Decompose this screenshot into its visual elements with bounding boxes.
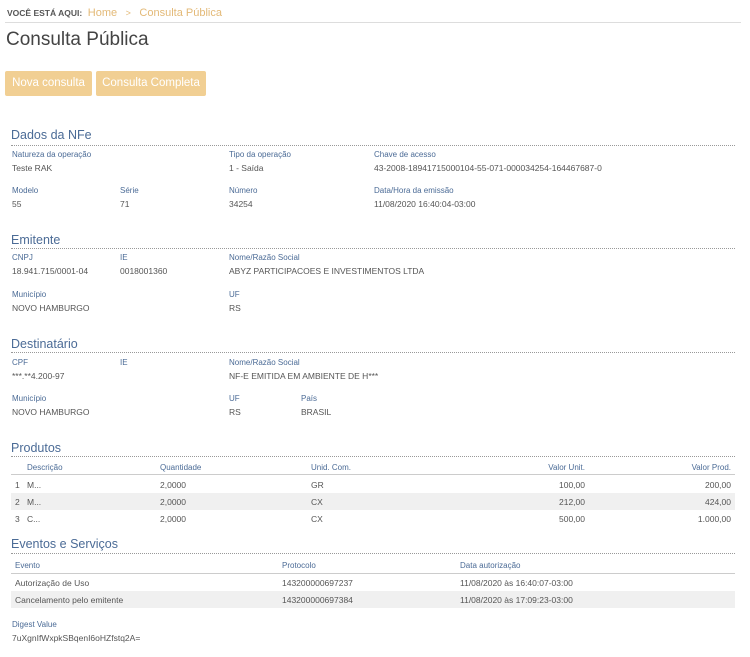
field-label: UF <box>229 290 240 299</box>
nova-consulta-button[interactable]: Nova consulta <box>5 71 92 96</box>
field-label: IE <box>120 253 128 262</box>
field-value: ABYZ PARTICIPACOES E INVESTIMENTOS LTDA <box>229 266 425 276</box>
field-label: IE <box>120 358 128 367</box>
field-label: Número <box>229 186 258 195</box>
field-value: NOVO HAMBURGO <box>12 303 90 313</box>
breadcrumb-separator: > <box>125 8 131 18</box>
field-label: Natureza da operação <box>12 150 92 159</box>
divider <box>11 145 735 146</box>
cell-valor-prod: 200,00 <box>705 480 731 490</box>
section-heading-produtos: Produtos <box>11 441 62 455</box>
cell-protocolo: 143200000697237 <box>282 578 353 588</box>
field-value: 43-2008-18941715000104-55-071-000034254-… <box>374 163 602 173</box>
column-header: Descrição <box>27 463 63 472</box>
field-label: CNPJ <box>12 253 33 262</box>
cell-unidade: CX <box>311 514 323 524</box>
divider <box>11 352 735 353</box>
digest-value: 7uXgnIfWxpkSBqenI6oHZfstq2A= <box>12 633 141 643</box>
section-heading-emitente: Emitente <box>11 233 61 247</box>
field-label: Data/Hora da emissão <box>374 186 454 195</box>
column-header: Data autorização <box>460 561 521 570</box>
cell-evento: Cancelamento pelo emitente <box>15 595 124 605</box>
field-label: País <box>301 394 318 403</box>
cell-quantidade: 2,0000 <box>160 514 186 524</box>
field-label: Série <box>120 186 139 195</box>
section-heading-destinatario: Destinatário <box>11 337 78 351</box>
cell-descricao: C... <box>27 514 41 524</box>
column-header: Quantidade <box>160 463 202 472</box>
field-value: 11/08/2020 16:40:04-03:00 <box>374 199 476 209</box>
field-value: NF-E EMITIDA EM AMBIENTE DE H*** <box>229 371 379 381</box>
divider <box>11 573 735 574</box>
field-value: ***.**4.200-97 <box>12 371 65 381</box>
table-row: 2 M... 2,0000 CX 212,00 424,00 <box>11 493 735 510</box>
field-value: 18.941.715/0001-04 <box>12 266 89 276</box>
field-value: RS <box>229 303 241 313</box>
cell-data: 11/08/2020 às 16:40:07-03:00 <box>460 578 573 588</box>
cell-descricao: M... <box>27 480 42 490</box>
table-row: Cancelamento pelo emitente 1432000006973… <box>11 591 735 608</box>
cell-valor-unit: 100,00 <box>559 480 585 490</box>
breadcrumb: VOCÊ ESTÁ AQUI: Home > Consulta Pública <box>7 7 222 19</box>
table-row: Autorização de Uso 143200000697237 11/08… <box>11 574 735 591</box>
divider <box>11 474 735 475</box>
field-label: CPF <box>12 358 28 367</box>
breadcrumb-label: VOCÊ ESTÁ AQUI: <box>7 8 83 18</box>
column-header: Unid. Com. <box>311 463 352 472</box>
field-label: Modelo <box>12 186 39 195</box>
cell-descricao: M... <box>27 497 42 507</box>
row-number: 3 <box>15 514 20 524</box>
divider <box>11 553 735 554</box>
cell-quantidade: 2,0000 <box>160 480 186 490</box>
column-header: Evento <box>15 561 40 570</box>
cell-quantidade: 2,0000 <box>160 497 186 507</box>
field-label: Nome/Razão Social <box>229 358 300 367</box>
divider <box>11 456 735 457</box>
breadcrumb-current: Consulta Pública <box>139 7 222 19</box>
field-value: 1 - Saída <box>229 163 264 173</box>
field-value: 71 <box>120 199 130 209</box>
cell-protocolo: 143200000697384 <box>282 595 353 605</box>
row-number: 1 <box>15 480 20 490</box>
cell-valor-prod: 1.000,00 <box>697 514 731 524</box>
section-heading-dados: Dados da NFe <box>11 128 92 142</box>
divider <box>5 22 741 23</box>
field-label: Tipo da operação <box>229 150 291 159</box>
field-label: Município <box>12 394 47 403</box>
divider <box>11 248 735 249</box>
cell-data: 11/08/2020 às 17:09:23-03:00 <box>460 595 573 605</box>
digest-label: Digest Value <box>12 620 57 629</box>
cell-valor-unit: 212,00 <box>559 497 585 507</box>
column-header: Valor Prod. <box>691 463 731 472</box>
cell-valor-unit: 500,00 <box>559 514 585 524</box>
row-number: 2 <box>15 497 20 507</box>
field-value: RS <box>229 407 241 417</box>
table-row: 3 C... 2,0000 CX 500,00 1.000,00 <box>11 510 735 527</box>
column-header: Protocolo <box>282 561 316 570</box>
field-label: Chave de acesso <box>374 150 436 159</box>
field-label: UF <box>229 394 240 403</box>
cell-unidade: CX <box>311 497 323 507</box>
field-value: 0018001360 <box>120 266 168 276</box>
cell-unidade: GR <box>311 480 324 490</box>
table-row: 1 M... 2,0000 GR 100,00 200,00 <box>11 476 735 493</box>
field-value: Teste RAK <box>12 163 53 173</box>
consulta-completa-button[interactable]: Consulta Completa <box>96 71 206 96</box>
field-value: 55 <box>12 199 22 209</box>
field-label: Município <box>12 290 47 299</box>
page-title: Consulta Pública <box>6 29 149 50</box>
field-value: BRASIL <box>301 407 332 417</box>
field-value: 34254 <box>229 199 253 209</box>
cell-evento: Autorização de Uso <box>15 578 90 588</box>
column-header: Valor Unit. <box>548 463 585 472</box>
section-heading-eventos: Eventos e Serviços <box>11 537 118 551</box>
field-value: NOVO HAMBURGO <box>12 407 90 417</box>
field-label: Nome/Razão Social <box>229 253 300 262</box>
cell-valor-prod: 424,00 <box>705 497 731 507</box>
breadcrumb-home-link[interactable]: Home <box>87 7 118 19</box>
